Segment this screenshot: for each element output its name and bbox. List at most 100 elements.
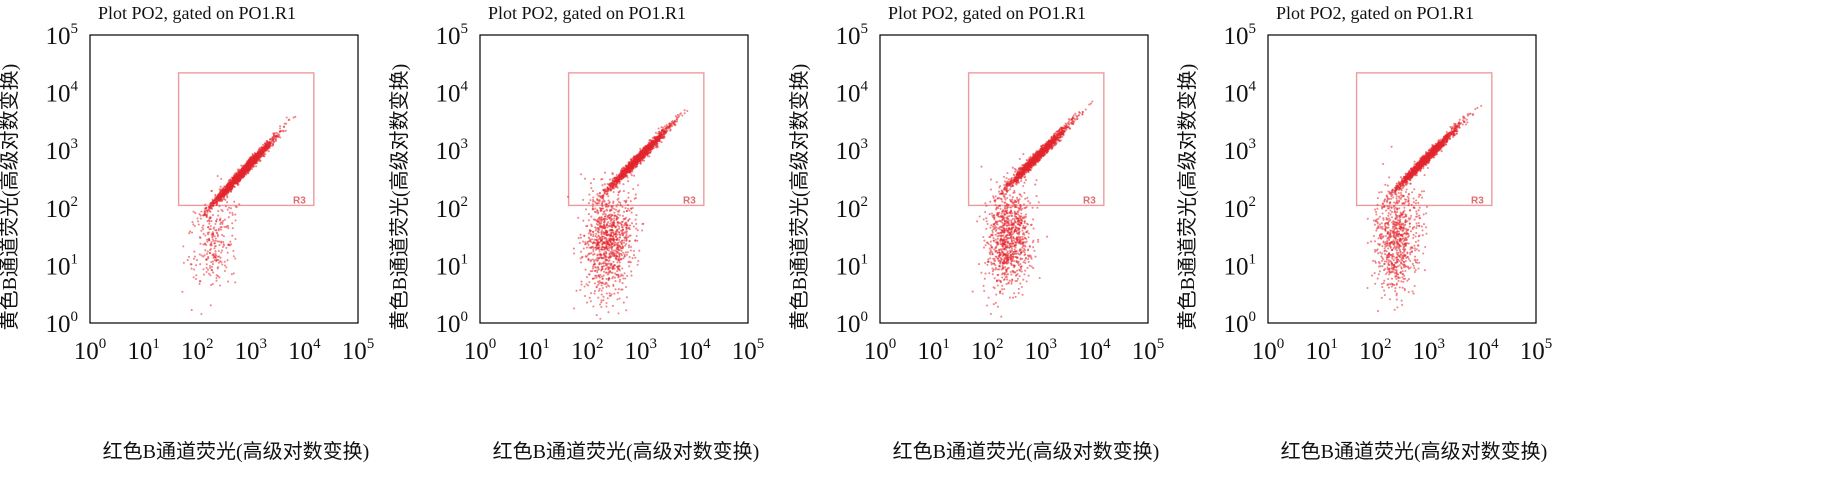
event-dot bbox=[195, 259, 199, 262]
event-dot bbox=[624, 207, 627, 210]
event-dot bbox=[597, 238, 600, 241]
event-dot bbox=[654, 141, 657, 144]
event-dot bbox=[275, 135, 278, 138]
event-dot bbox=[197, 220, 200, 223]
event-dot bbox=[208, 220, 211, 223]
x-tick-label: 103 bbox=[235, 336, 267, 365]
event-dot bbox=[621, 205, 624, 209]
event-dot bbox=[232, 249, 235, 253]
event-dot bbox=[619, 236, 622, 239]
event-dot bbox=[604, 262, 607, 266]
event-dot bbox=[192, 223, 195, 226]
plot-title: Plot PO2, gated on PO1.R1 bbox=[888, 3, 1086, 23]
event-dot bbox=[598, 287, 601, 290]
event-dots bbox=[566, 109, 689, 320]
event-dot bbox=[625, 237, 628, 241]
event-dot bbox=[207, 226, 210, 229]
event-dot bbox=[625, 234, 628, 237]
event-dot bbox=[634, 193, 637, 196]
event-dot bbox=[595, 314, 598, 317]
event-dot bbox=[601, 256, 604, 259]
event-dot bbox=[226, 259, 229, 262]
event-dot bbox=[588, 193, 591, 196]
event-dot bbox=[216, 202, 219, 205]
event-dot bbox=[608, 244, 611, 247]
event-dot bbox=[614, 226, 617, 229]
event-dot bbox=[621, 246, 624, 249]
event-dot bbox=[231, 222, 234, 225]
event-dot bbox=[629, 245, 633, 248]
event-dot bbox=[616, 203, 619, 206]
event-dot bbox=[604, 243, 607, 246]
event-dot bbox=[231, 234, 234, 237]
event-dot bbox=[566, 195, 569, 198]
event-dot bbox=[608, 276, 611, 280]
event-dot bbox=[197, 223, 200, 226]
event-dot bbox=[205, 266, 208, 269]
event-dot bbox=[219, 219, 222, 222]
event-dot bbox=[602, 207, 605, 210]
event-dot bbox=[279, 125, 282, 128]
event-dot bbox=[211, 231, 214, 234]
event-dot bbox=[627, 261, 630, 264]
event-dot bbox=[650, 145, 653, 148]
event-dot bbox=[622, 301, 625, 304]
event-dot bbox=[589, 270, 592, 273]
event-dot bbox=[613, 292, 616, 295]
event-dot bbox=[616, 261, 619, 264]
event-dot bbox=[665, 124, 668, 127]
event-dot bbox=[661, 133, 664, 136]
event-dot bbox=[627, 246, 630, 249]
event-dot bbox=[266, 146, 269, 149]
event-dot bbox=[628, 239, 631, 243]
event-dot bbox=[221, 198, 224, 201]
event-dot bbox=[215, 231, 218, 234]
event-dot bbox=[247, 168, 250, 171]
event-dot bbox=[619, 229, 623, 232]
event-dot bbox=[202, 224, 205, 227]
event-dot bbox=[616, 230, 619, 233]
event-dot bbox=[251, 153, 254, 156]
event-dot bbox=[234, 219, 237, 222]
event-dot bbox=[195, 264, 198, 267]
event-dot bbox=[214, 198, 217, 201]
event-dot bbox=[248, 164, 251, 167]
event-dot bbox=[194, 277, 198, 281]
event-dot bbox=[616, 298, 619, 301]
event-dot bbox=[239, 177, 243, 180]
event-dot bbox=[624, 251, 627, 254]
event-dot bbox=[621, 228, 624, 231]
event-dot bbox=[226, 251, 229, 254]
event-dot bbox=[585, 255, 588, 258]
event-dot bbox=[613, 207, 616, 210]
event-dot bbox=[592, 305, 595, 308]
event-dot bbox=[221, 234, 224, 237]
event-dot bbox=[594, 248, 597, 251]
event-dot bbox=[615, 177, 618, 180]
event-dot bbox=[216, 266, 220, 269]
event-dot bbox=[257, 149, 260, 152]
event-dot bbox=[594, 207, 597, 210]
event-dot bbox=[588, 281, 591, 284]
event-dot bbox=[214, 229, 217, 232]
event-dot bbox=[627, 219, 630, 223]
event-dot bbox=[607, 199, 610, 202]
event-dot bbox=[188, 230, 192, 233]
event-dot bbox=[607, 188, 610, 191]
event-dot bbox=[593, 238, 596, 241]
event-dot bbox=[211, 236, 214, 239]
event-dot bbox=[686, 109, 689, 113]
event-dot bbox=[622, 224, 626, 227]
event-dot bbox=[579, 288, 582, 292]
event-dot bbox=[592, 178, 595, 181]
event-dot bbox=[678, 113, 681, 116]
event-dot bbox=[234, 205, 237, 208]
event-dot bbox=[1013, 174, 1016, 177]
x-tick-label: 102 bbox=[571, 336, 604, 365]
event-dot bbox=[581, 255, 584, 258]
event-dot bbox=[605, 208, 608, 211]
event-dot bbox=[585, 276, 589, 279]
event-dot bbox=[611, 250, 614, 253]
event-dot bbox=[631, 257, 634, 260]
event-dot bbox=[573, 307, 576, 310]
